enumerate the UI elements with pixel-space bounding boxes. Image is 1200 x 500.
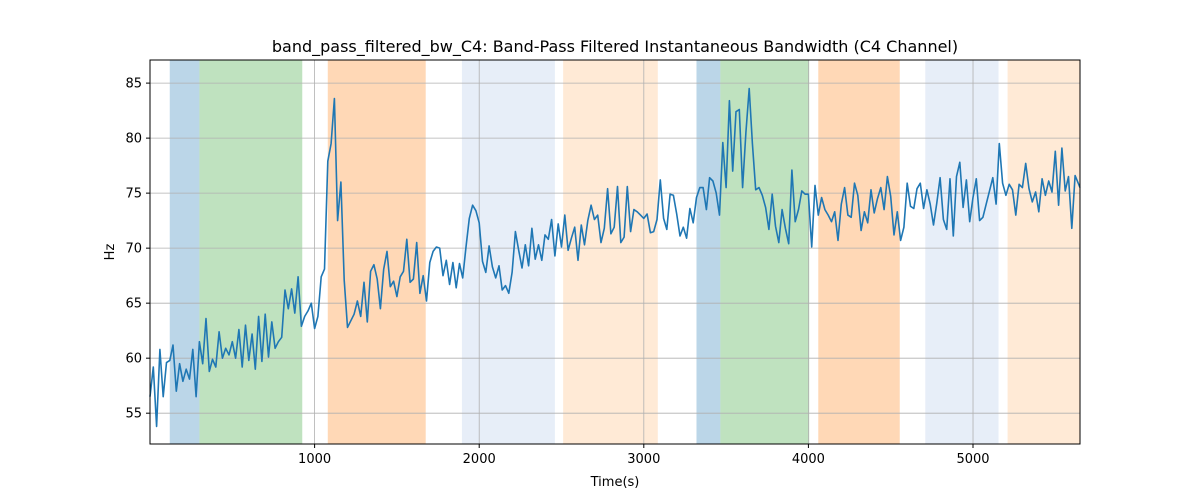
y-tick-label: 55	[125, 407, 142, 422]
band-7	[818, 60, 900, 444]
chart-title: band_pass_filtered_bw_C4: Band-Pass Filt…	[272, 37, 958, 57]
x-tick-label: 4000	[792, 452, 825, 467]
y-tick-label: 65	[125, 297, 142, 312]
highlight-bands	[169, 60, 1080, 444]
band-1	[199, 60, 303, 444]
band-6	[720, 60, 810, 444]
band-8	[925, 60, 999, 444]
y-tick-label: 70	[125, 242, 142, 257]
x-tick-label: 1000	[298, 452, 331, 467]
x-tick-label: 5000	[956, 452, 989, 467]
band-5	[696, 60, 721, 444]
x-tick-label: 3000	[627, 452, 660, 467]
y-tick-label: 60	[125, 352, 142, 367]
y-tick-label: 80	[125, 132, 142, 147]
series-polyline	[149, 87, 1081, 428]
plot-frame	[149, 59, 1081, 445]
y-axis-label: Hz	[103, 244, 118, 261]
y-tick-label: 85	[125, 77, 142, 92]
x-axis-label: Time(s)	[590, 475, 640, 490]
x-tick-label: 2000	[463, 452, 496, 467]
y-axis-ticks: 55 60 65 70 75 80 85	[125, 77, 150, 422]
grid-lines	[150, 60, 1080, 444]
band-2	[327, 60, 426, 444]
band-3	[461, 60, 555, 444]
y-tick-label: 75	[125, 187, 142, 202]
x-axis-ticks: 1000 2000 3000 4000 5000	[298, 444, 990, 467]
band-9	[1007, 60, 1080, 444]
series-line	[149, 87, 1081, 428]
